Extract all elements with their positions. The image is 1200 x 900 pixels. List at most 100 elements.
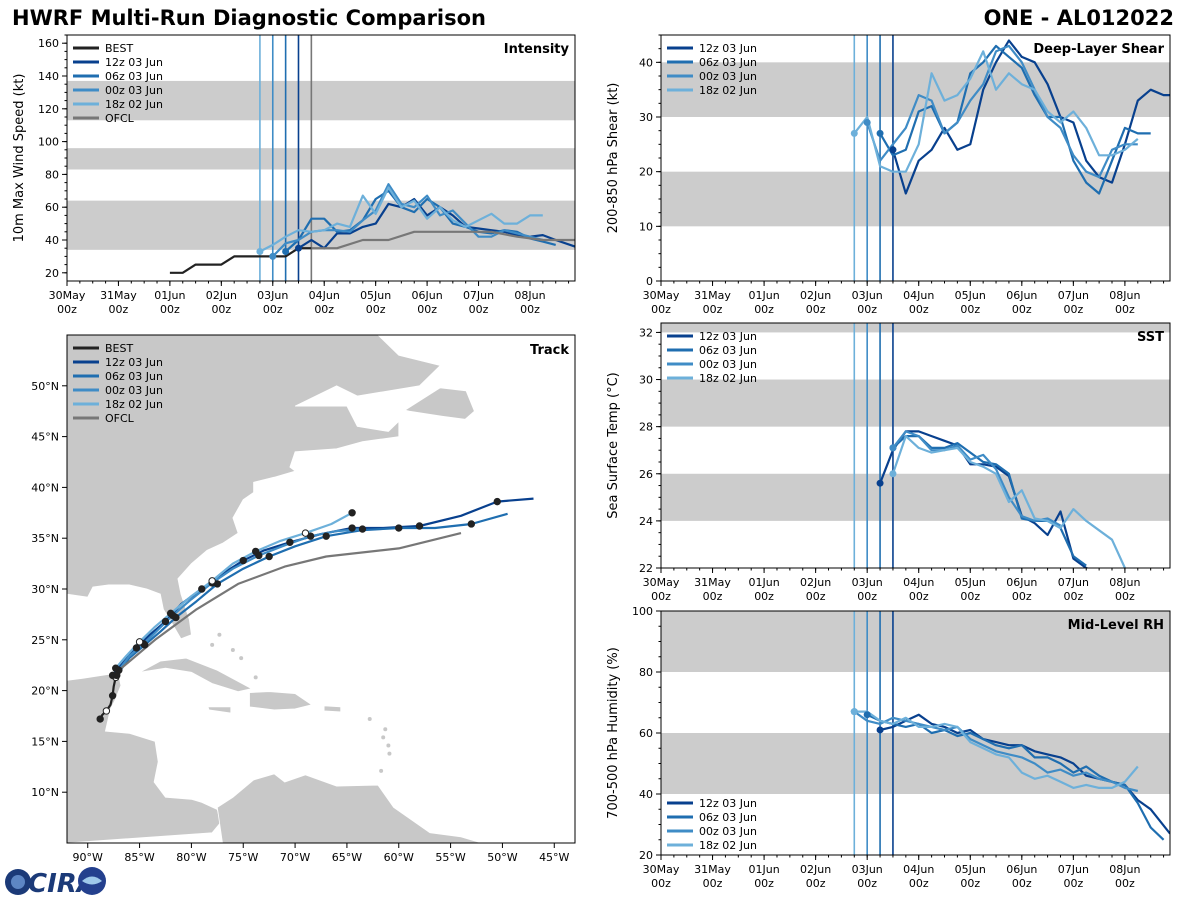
map-area — [67, 335, 575, 843]
x-tick-label: 00z — [1063, 590, 1083, 603]
x-tick-label: 04Jun — [309, 289, 340, 302]
track-line — [111, 497, 534, 677]
x-tick-label: 31May — [100, 289, 137, 302]
x-tick-label: 00z — [1012, 303, 1032, 316]
x-tick-label: 00z — [909, 877, 929, 890]
category-band — [661, 379, 1170, 427]
plot-area — [661, 35, 1170, 281]
x-tick-label: 00z — [960, 590, 980, 603]
legend-label: 00z 03 Jun — [699, 825, 757, 838]
category-band — [67, 80, 575, 121]
x-tick-label: 03Jun — [852, 863, 883, 876]
x-tick-label: 00z — [366, 303, 386, 316]
x-tick-label: 65°W — [332, 851, 362, 864]
x-tick-label: 01Jun — [154, 289, 185, 302]
x-tick-label: 80°W — [176, 851, 206, 864]
legend-label: 06z 03 Jun — [699, 811, 757, 824]
legend-label: 00z 03 Jun — [699, 358, 757, 371]
y-tick-label: 50°N — [31, 380, 59, 393]
x-tick-label: 00z — [909, 303, 929, 316]
legend-label: 12z 03 Jun — [699, 42, 757, 55]
y-tick-label: 35°N — [31, 532, 59, 545]
track-point — [108, 691, 117, 700]
series-line — [854, 710, 1139, 790]
x-tick-label: 00z — [651, 590, 671, 603]
x-tick-label: 00z — [520, 303, 540, 316]
panel-title: Track — [530, 343, 569, 358]
cira-logo-globe-inner — [11, 875, 25, 889]
track-point — [348, 509, 356, 517]
land-jamaica — [207, 706, 232, 714]
init-point — [256, 247, 264, 255]
x-tick-label: 00z — [57, 303, 77, 316]
x-tick-label: 08Jun — [1109, 576, 1140, 589]
x-tick-label: 00z — [1063, 877, 1083, 890]
init-point — [863, 118, 871, 126]
y-tick-label: 30 — [639, 111, 653, 124]
x-tick-label: 00z — [703, 303, 723, 316]
x-tick-label: 06Jun — [1006, 863, 1037, 876]
track-point — [198, 585, 206, 593]
x-tick-label: 00z — [754, 590, 774, 603]
plot-area — [661, 611, 1170, 855]
x-tick-label: 06Jun — [1006, 576, 1037, 589]
x-tick-label: 60°W — [384, 851, 414, 864]
land-small-island — [217, 632, 222, 637]
x-tick-label: 07Jun — [1058, 289, 1089, 302]
track-point — [395, 524, 403, 532]
track-point — [96, 715, 104, 723]
land-newfoundland — [403, 387, 475, 420]
x-tick-label: 00z — [263, 303, 283, 316]
legend-label: OFCL — [105, 412, 135, 425]
x-tick-label: 06Jun — [1006, 289, 1037, 302]
x-tick-label: 00z — [909, 590, 929, 603]
land-small-island — [383, 727, 388, 732]
y-tick-label: 40 — [639, 788, 653, 801]
y-tick-label: 26 — [639, 468, 653, 481]
x-tick-label: 00z — [960, 303, 980, 316]
y-tick-label: 20 — [639, 166, 653, 179]
x-tick-label: 02Jun — [800, 863, 831, 876]
legend-label: 12z 03 Jun — [699, 797, 757, 810]
x-tick-label: 07Jun — [1058, 863, 1089, 876]
x-tick-label: 00z — [857, 303, 877, 316]
legend-label: 00z 03 Jun — [105, 84, 163, 97]
init-point — [269, 252, 277, 260]
series-line — [259, 186, 543, 253]
x-tick-label: 03Jun — [852, 289, 883, 302]
init-point — [850, 708, 858, 716]
panel-sst: 22242628303230May00z31May00z01Jun00z02Ju… — [606, 322, 1171, 603]
x-tick-label: 04Jun — [903, 289, 934, 302]
legend-label: 00z 03 Jun — [105, 384, 163, 397]
x-tick-label: 00z — [1115, 877, 1135, 890]
x-tick-label: 01Jun — [748, 576, 779, 589]
x-tick-label: 00z — [754, 877, 774, 890]
category-band — [661, 611, 1170, 672]
land-south-america — [216, 773, 482, 843]
track-point — [102, 707, 111, 715]
panel-title: Deep-Layer Shear — [1033, 42, 1164, 57]
x-tick-label: 90°W — [73, 851, 103, 864]
legend-label: 18z 02 Jun — [699, 372, 757, 385]
y-tick-label: 10 — [639, 220, 653, 233]
land-puerto-rico — [323, 705, 342, 713]
legend-label: BEST — [105, 42, 133, 55]
panel-intensity: 2040608010012014016030May00z31May00z01Ju… — [12, 34, 576, 316]
category-band — [661, 473, 1170, 521]
plot-area — [67, 35, 575, 281]
legend-label: 18z 02 Jun — [699, 839, 757, 852]
cira-logo-seal-wave — [82, 876, 102, 885]
x-tick-label: 55°W — [435, 851, 465, 864]
panel-deep-layer-shear: 01020304030May00z31May00z01Jun00z02Jun00… — [606, 34, 1171, 316]
x-tick-label: 31May — [694, 863, 731, 876]
legend-label: OFCL — [105, 112, 135, 125]
series-line — [892, 430, 1062, 527]
x-tick-label: 00z — [703, 877, 723, 890]
y-tick-label: 24 — [639, 515, 653, 528]
init-point — [876, 479, 884, 487]
x-tick-label: 03Jun — [257, 289, 288, 302]
legend-label: 18z 02 Jun — [699, 84, 757, 97]
land-small-island — [381, 735, 386, 740]
track-point — [161, 617, 170, 626]
x-tick-label: 00z — [469, 303, 489, 316]
